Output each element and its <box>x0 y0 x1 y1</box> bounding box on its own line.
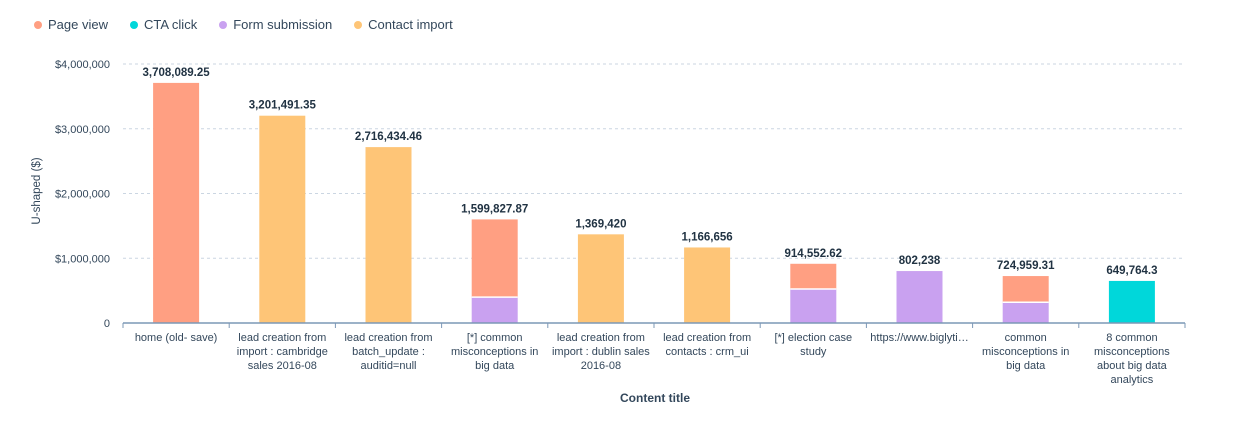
x-tick-label: lead creation from import : dublin sales… <box>551 332 650 372</box>
x-tick-label: https://www.biglyti… <box>870 332 969 344</box>
legend-label: CTA click <box>143 17 198 32</box>
bar-form-submission[interactable] <box>1002 302 1049 323</box>
legend-dot-icon <box>219 20 228 29</box>
bar-page-view[interactable] <box>153 82 200 324</box>
y-tick-label: $3,000,000 <box>55 124 110 136</box>
y-tick-label: $1,000,000 <box>55 253 110 265</box>
x-tick-label: lead creation from batch_update : auditi… <box>344 332 433 372</box>
legend-item-cta-click[interactable]: CTA click <box>129 17 198 32</box>
x-tick-label: 8 common misconceptions about big data a… <box>1093 332 1170 386</box>
x-tick-label: [*] common misconceptions in big data <box>450 332 539 372</box>
bar-contact-import[interactable] <box>259 115 306 324</box>
bar-form-submission[interactable] <box>790 289 837 323</box>
bar-page-view[interactable] <box>471 219 518 298</box>
legend-label: Form submission <box>233 17 333 32</box>
legend-item-page-view[interactable]: Page view <box>34 17 108 32</box>
data-label: 649,764.3 <box>1106 265 1157 277</box>
data-label: 1,166,656 <box>682 231 733 243</box>
legend-dot-icon <box>129 20 138 29</box>
bar-contact-import[interactable] <box>577 234 624 323</box>
legend-label: Page view <box>48 17 108 32</box>
data-label: 802,238 <box>899 255 941 267</box>
bar-form-submission[interactable] <box>471 297 518 323</box>
x-tick-label: lead creation from import : cambridge sa… <box>236 332 328 372</box>
legend-label: Contact import <box>368 17 453 32</box>
bar-page-view[interactable] <box>1002 276 1049 303</box>
legend-dot-icon <box>34 20 42 29</box>
bar-cta-click[interactable] <box>1108 280 1155 323</box>
x-tick-label: lead creation from contacts : crm_ui <box>663 332 752 358</box>
y-tick-label: 0 <box>104 318 110 330</box>
bar-form-submission[interactable] <box>896 271 943 323</box>
y-tick-label: $4,000,000 <box>55 59 110 71</box>
data-label: 724,959.31 <box>997 260 1055 272</box>
data-label: 1,369,420 <box>575 218 626 230</box>
data-label: 3,201,491.35 <box>249 100 317 112</box>
legend-item-contact-import[interactable]: Contact import <box>354 17 453 32</box>
data-label: 3,708,089.25 <box>143 67 211 79</box>
x-axis-title: Content title <box>620 391 690 405</box>
legend-dot-icon <box>354 20 363 29</box>
data-label: 914,552.62 <box>785 248 843 260</box>
y-tick-label: $2,000,000 <box>55 189 110 201</box>
x-tick-label: home (old- save) <box>134 332 218 344</box>
x-tick-label: common misconceptions in big data <box>981 332 1070 372</box>
legend-item-form-submission[interactable]: Form submission <box>219 17 332 32</box>
bar-contact-import[interactable] <box>365 147 412 323</box>
bar-contact-import[interactable] <box>684 247 731 323</box>
bar-page-view[interactable] <box>790 263 837 290</box>
data-label: 2,716,434.46 <box>355 131 422 143</box>
legend: Page view CTA click Form submission Contact… <box>34 17 453 32</box>
x-tick-label: [*] election case study <box>774 332 853 358</box>
data-label: 1,599,827.87 <box>461 203 528 215</box>
